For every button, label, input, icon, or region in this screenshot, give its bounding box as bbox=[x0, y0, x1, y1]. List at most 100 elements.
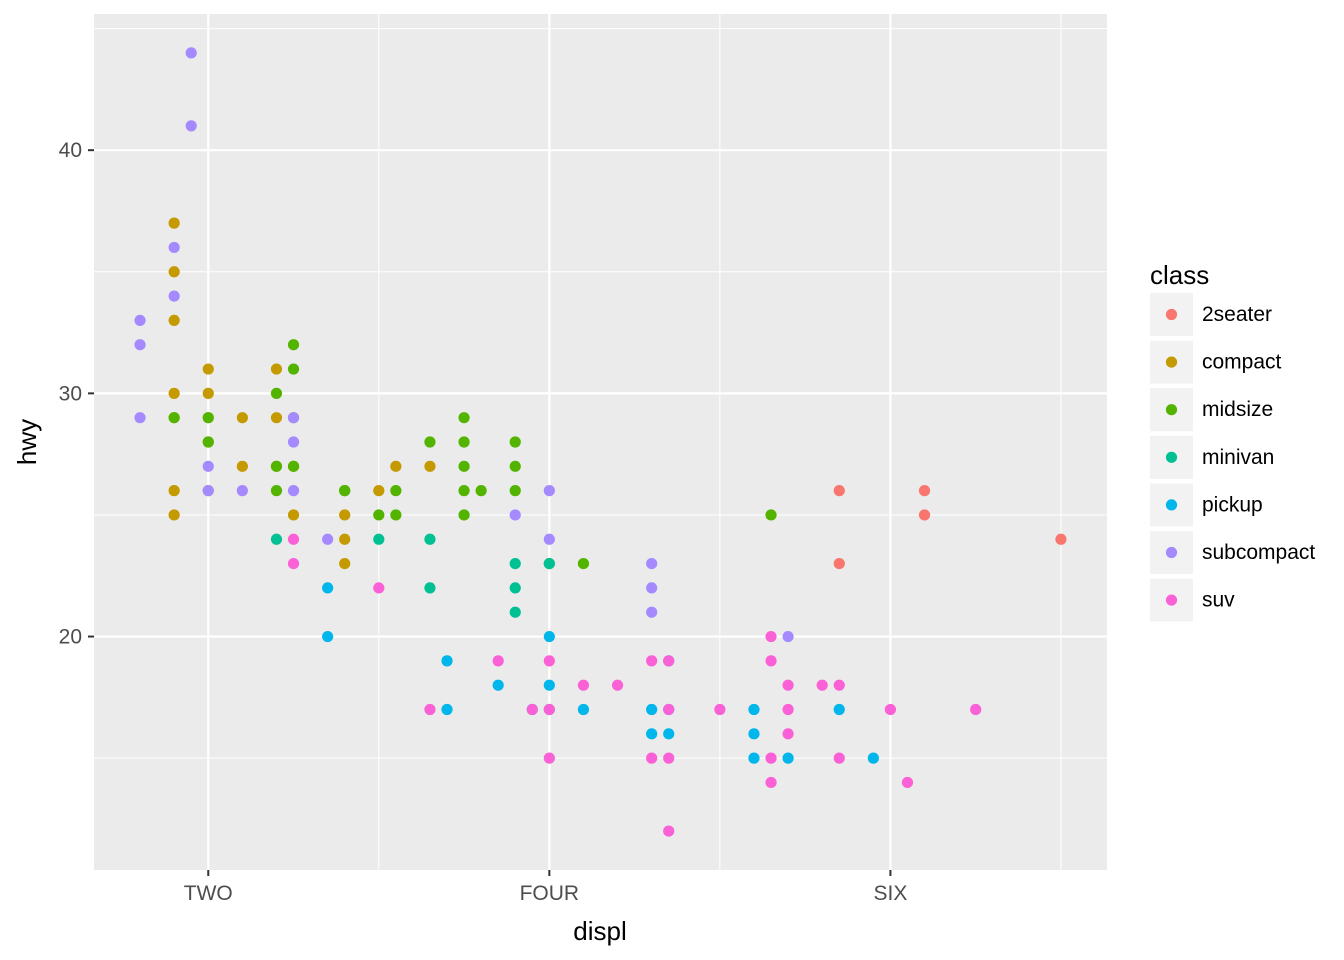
legend-marker-suv bbox=[1165, 594, 1178, 606]
data-point-midsize bbox=[390, 509, 402, 521]
data-point-compact bbox=[270, 363, 283, 375]
data-point-suv bbox=[765, 655, 777, 667]
legend-marker-2seater bbox=[1165, 308, 1178, 321]
legend-label-subcompact: subcompact bbox=[1202, 541, 1315, 564]
data-point-subcompact bbox=[509, 509, 521, 521]
data-point-midsize bbox=[270, 485, 283, 497]
legend-label-compact: compact bbox=[1202, 351, 1282, 374]
data-point-suv bbox=[287, 557, 300, 570]
data-point-suv bbox=[663, 752, 675, 764]
data-point-suv bbox=[765, 630, 777, 643]
data-point-subcompact bbox=[287, 412, 300, 424]
data-point-subcompact bbox=[646, 557, 658, 570]
data-point-subcompact bbox=[287, 485, 300, 497]
data-point-midsize bbox=[577, 557, 590, 570]
data-point-subcompact bbox=[646, 582, 658, 594]
data-point-pickup bbox=[646, 703, 658, 716]
data-point-suv bbox=[765, 752, 777, 764]
y-tick-label: 20 bbox=[59, 626, 82, 649]
x-tick-label: TWO bbox=[184, 882, 233, 905]
data-point-subcompact bbox=[543, 533, 555, 545]
data-point-suv bbox=[765, 776, 777, 789]
data-point-pickup bbox=[543, 679, 555, 691]
data-point-compact bbox=[202, 387, 214, 399]
data-point-suv bbox=[782, 703, 794, 716]
data-point-2seater bbox=[918, 485, 931, 497]
x-tick-label: FOUR bbox=[520, 882, 580, 905]
data-point-suv bbox=[577, 679, 590, 691]
data-point-compact bbox=[339, 533, 351, 545]
data-point-midsize bbox=[509, 460, 521, 472]
data-point-compact bbox=[424, 460, 436, 472]
data-point-pickup bbox=[322, 630, 334, 643]
legend-label-minivan: minivan bbox=[1202, 446, 1274, 469]
y-tick-label: 40 bbox=[59, 139, 82, 162]
data-point-midsize bbox=[270, 460, 283, 472]
data-point-subcompact bbox=[202, 460, 214, 472]
data-point-suv bbox=[611, 679, 624, 691]
data-point-midsize bbox=[458, 412, 470, 424]
data-point-suv bbox=[714, 703, 726, 716]
data-point-minivan bbox=[509, 557, 521, 570]
data-point-2seater bbox=[918, 509, 931, 521]
data-point-compact bbox=[236, 460, 248, 472]
x-axis: TWO FOUR SIX bbox=[184, 870, 907, 905]
data-point-suv bbox=[833, 752, 845, 764]
data-point-minivan bbox=[543, 557, 555, 570]
y-axis: 20 30 40 bbox=[59, 139, 94, 649]
data-point-2seater bbox=[833, 557, 845, 570]
data-point-midsize bbox=[202, 436, 214, 448]
data-point-suv bbox=[833, 679, 845, 691]
data-point-subcompact bbox=[134, 412, 146, 424]
data-point-suv bbox=[782, 728, 794, 740]
data-point-compact bbox=[236, 412, 248, 424]
data-point-compact bbox=[339, 557, 351, 570]
data-point-midsize bbox=[509, 436, 521, 448]
data-points bbox=[134, 47, 1067, 837]
data-point-subcompact bbox=[168, 290, 180, 302]
legend: class 2seater compact midsize minivan pickup… bbox=[1150, 260, 1315, 622]
data-point-pickup bbox=[833, 703, 845, 716]
data-point-midsize bbox=[287, 363, 300, 375]
data-point-compact bbox=[287, 509, 300, 521]
data-point-midsize bbox=[168, 412, 180, 424]
data-point-pickup bbox=[492, 679, 504, 691]
data-point-subcompact bbox=[202, 485, 214, 497]
y-tick-label: 30 bbox=[59, 382, 82, 405]
data-point-suv bbox=[543, 703, 555, 716]
data-point-pickup bbox=[748, 703, 760, 716]
data-point-subcompact bbox=[168, 241, 180, 254]
data-point-pickup bbox=[322, 582, 334, 594]
data-point-midsize bbox=[475, 485, 487, 497]
data-point-pickup bbox=[441, 703, 453, 716]
data-point-pickup bbox=[543, 630, 555, 643]
data-point-suv bbox=[287, 533, 300, 545]
plot-panel bbox=[94, 14, 1107, 870]
data-point-midsize bbox=[458, 460, 470, 472]
data-point-suv bbox=[646, 655, 658, 667]
data-point-minivan bbox=[509, 582, 521, 594]
x-tick-label: SIX bbox=[873, 882, 907, 905]
data-point-compact bbox=[168, 266, 180, 278]
data-point-pickup bbox=[577, 703, 590, 716]
legend-label-suv: suv bbox=[1202, 589, 1235, 612]
x-axis-title: displ bbox=[573, 916, 626, 946]
data-point-minivan bbox=[270, 533, 283, 545]
data-point-midsize bbox=[373, 509, 385, 521]
data-point-subcompact bbox=[782, 630, 794, 643]
legend-marker-subcompact bbox=[1165, 546, 1178, 559]
data-point-suv bbox=[901, 776, 914, 789]
data-point-midsize bbox=[339, 485, 351, 497]
data-point-compact bbox=[168, 217, 180, 229]
data-point-suv bbox=[526, 703, 538, 716]
data-point-midsize bbox=[202, 412, 214, 424]
legend-marker-compact bbox=[1165, 356, 1178, 368]
data-point-subcompact bbox=[185, 120, 197, 132]
data-point-subcompact bbox=[236, 485, 248, 497]
data-point-midsize bbox=[458, 509, 470, 521]
major-gridlines bbox=[94, 14, 1107, 870]
data-point-minivan bbox=[424, 533, 436, 545]
data-point-midsize bbox=[287, 460, 300, 472]
data-point-midsize bbox=[509, 485, 521, 497]
data-point-midsize bbox=[458, 436, 470, 448]
